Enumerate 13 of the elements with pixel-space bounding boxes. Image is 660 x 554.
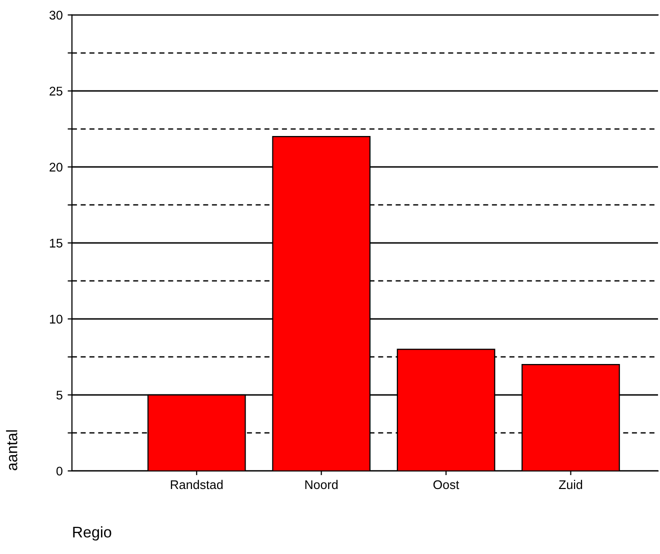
x-tick-label: Randstad xyxy=(170,480,223,490)
x-axis-title: Regio xyxy=(73,526,112,541)
y-tick-label: 5 xyxy=(56,390,62,400)
y-axis-title: aantal xyxy=(6,430,18,470)
y-tick-label: 20 xyxy=(50,162,62,172)
y-tick-label: 10 xyxy=(50,314,62,324)
y-tick-label: 30 xyxy=(49,10,62,20)
y-tick-label: 15 xyxy=(50,238,62,248)
x-tick-label: Zuid xyxy=(558,480,582,490)
y-tick-label: 0 xyxy=(56,466,62,476)
x-tick-label: Oost xyxy=(433,480,460,490)
x-tick-label: Noord xyxy=(305,480,338,490)
y-tick-label: 25 xyxy=(50,86,62,96)
